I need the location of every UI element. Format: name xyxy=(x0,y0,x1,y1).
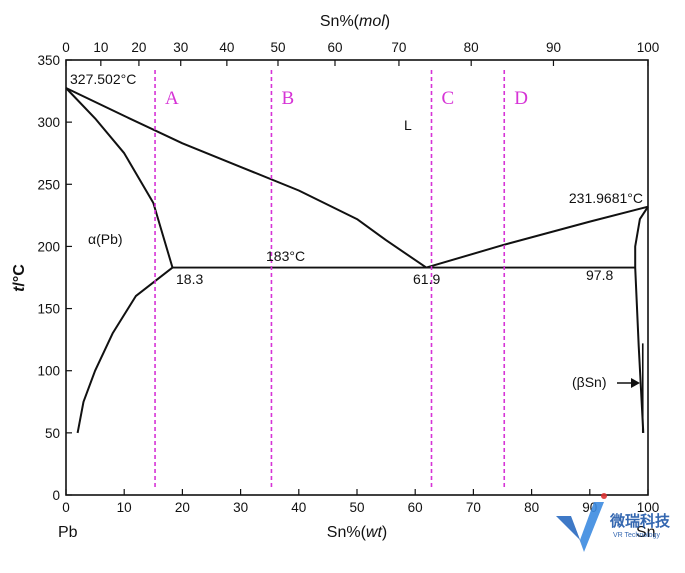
bottom-tick-label: 0 xyxy=(62,500,70,515)
element-label-sn: Sn xyxy=(636,524,656,541)
left-tick-label: 100 xyxy=(37,364,60,379)
beta-arrow-icon xyxy=(617,378,640,388)
alpha-solubility-label: 18.3 xyxy=(176,271,203,287)
bottom-tick-label: 70 xyxy=(466,500,481,515)
top-tick-label: 50 xyxy=(270,40,285,55)
bottom-tick-label: 20 xyxy=(175,500,190,515)
bottom-tick-label: 10 xyxy=(117,500,132,515)
element-label-pb: Pb xyxy=(58,524,78,541)
liquid-phase-label: L xyxy=(404,117,412,133)
alpha-phase-label: α(Pb) xyxy=(88,231,123,247)
pb-melting-label: 327.502°C xyxy=(70,71,136,87)
liquidus-right-curve xyxy=(426,205,649,269)
liquidus-left-curve xyxy=(65,87,427,269)
left-tick-label: 250 xyxy=(37,177,60,192)
sn-melting-label: 231.9681°C xyxy=(569,190,643,206)
left-axis-ticks: 0 50 100 150 200 250 300 350 xyxy=(37,53,72,503)
left-tick-label: 200 xyxy=(37,239,60,254)
eutectic-comp-label: 61.9 xyxy=(413,271,440,287)
bottom-tick-label: 30 xyxy=(233,500,248,515)
left-tick-label: 150 xyxy=(37,302,60,317)
top-tick-label: 40 xyxy=(219,40,234,55)
beta-solubility-label: 97.8 xyxy=(586,267,613,283)
left-tick-label: 350 xyxy=(37,53,60,68)
vr-logo-icon xyxy=(556,493,607,552)
left-tick-label: 0 xyxy=(52,488,60,503)
section-label-d: D xyxy=(514,88,528,109)
bottom-tick-label: 40 xyxy=(291,500,306,515)
section-label-b: B xyxy=(281,88,294,109)
solvus-left-curve xyxy=(76,266,174,434)
top-tick-label: 0 xyxy=(62,40,70,55)
watermark-text-cn: 微瑞科技 xyxy=(609,512,671,530)
left-tick-label: 300 xyxy=(37,115,60,130)
beta-boundary-curve xyxy=(634,206,649,433)
bottom-tick-label: 60 xyxy=(408,500,423,515)
top-axis-title: Sn%(mol) xyxy=(320,13,390,30)
section-label-c: C xyxy=(441,88,454,109)
bottom-tick-label: 80 xyxy=(524,500,539,515)
watermark-text-en: VR Technology xyxy=(613,532,660,539)
section-label-a: A xyxy=(165,88,179,109)
plot-frame xyxy=(65,59,649,496)
eutectic-temp-label: 183°C xyxy=(266,248,305,264)
top-tick-label: 70 xyxy=(391,40,406,55)
top-tick-label: 100 xyxy=(637,40,660,55)
phase-boundaries xyxy=(65,87,649,434)
watermark-logo: 微瑞科技 VR Technology xyxy=(556,493,671,552)
bottom-tick-label: 50 xyxy=(349,500,364,515)
top-tick-label: 30 xyxy=(173,40,188,55)
left-axis-title: t/°C xyxy=(11,264,28,292)
top-axis-ticks: 0 10 20 30 40 50 60 70 80 90 100 xyxy=(62,40,659,66)
beta-phase-label: (βSn) xyxy=(572,374,607,390)
bottom-axis-title: Sn%(wt) xyxy=(327,524,387,541)
bottom-axis-ticks: 0 10 20 30 40 50 60 70 80 90 100 xyxy=(62,489,659,515)
section-lines: A B C D xyxy=(154,70,528,489)
bottom-tick-label: 100 xyxy=(637,500,660,515)
left-tick-label: 50 xyxy=(45,426,60,441)
top-tick-label: 20 xyxy=(131,40,146,55)
top-tick-label: 10 xyxy=(93,40,108,55)
top-tick-label: 90 xyxy=(546,40,561,55)
top-tick-label: 80 xyxy=(464,40,479,55)
solidus-left-curve xyxy=(65,87,174,268)
top-tick-label: 60 xyxy=(327,40,342,55)
